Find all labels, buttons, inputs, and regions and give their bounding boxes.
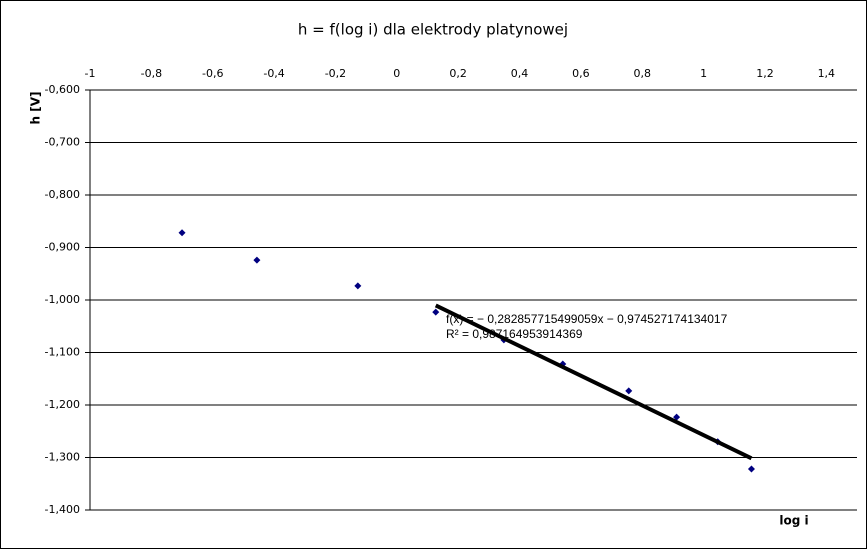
data-point [178, 229, 186, 237]
y-tick-label: -1,000 [45, 293, 80, 306]
chart-title: h = f(log i) dla elektrody platynowej [298, 21, 568, 39]
x-tick-label: -0,8 [141, 67, 162, 80]
x-tick-label: 1,2 [756, 67, 774, 80]
x-tick-label: -1 [85, 67, 96, 80]
y-axis-title: h [V] [29, 92, 43, 125]
trendline-equation: f(x) = − 0,282857715499059x − 0,97452717… [446, 312, 728, 326]
y-tick-label: -0,800 [45, 188, 80, 201]
x-tick-label: 0,6 [572, 67, 590, 80]
y-tick-label: -1,300 [45, 451, 80, 464]
trendline-r2: R² = 0,987164953914369 [446, 327, 583, 341]
x-tick-label: 0,2 [449, 67, 467, 80]
y-tick-label: -0,700 [45, 136, 80, 149]
x-tick-label: -0,6 [202, 67, 223, 80]
y-tick-label: -1,200 [45, 398, 80, 411]
y-tick-label: -1,100 [45, 346, 80, 359]
x-tick-label: -0,4 [263, 67, 284, 80]
y-tick-label: -0,900 [45, 241, 80, 254]
data-point [625, 387, 633, 395]
y-tick-label: -1,400 [45, 503, 80, 516]
x-tick-label: -0,2 [325, 67, 346, 80]
data-point [354, 282, 362, 290]
data-point [432, 308, 440, 316]
x-tick-label: 1 [700, 67, 707, 80]
x-tick-label: 0,8 [633, 67, 651, 80]
data-point [253, 256, 261, 264]
data-point [673, 413, 681, 421]
data-point [747, 465, 755, 473]
y-tick-label: -0,600 [45, 83, 80, 96]
x-axis-title: log i [779, 514, 808, 528]
x-tick-label: 1,4 [818, 67, 836, 80]
x-tick-label: 0,4 [511, 67, 529, 80]
trendline [434, 303, 753, 461]
x-tick-label: 0 [393, 67, 400, 80]
